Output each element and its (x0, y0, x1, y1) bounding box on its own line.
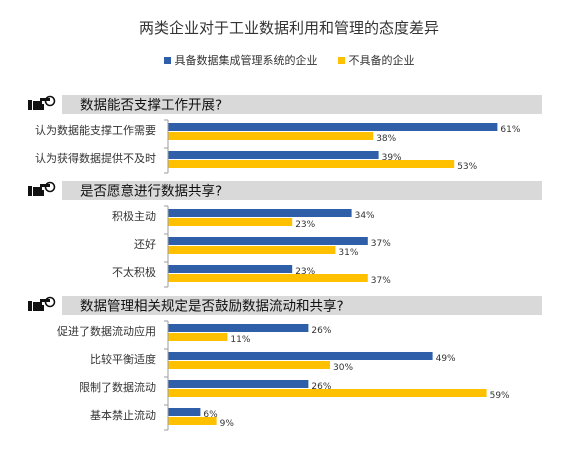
bar-without-system (168, 218, 293, 226)
category-row: 认为数据能支撑工作需要 61% 38% (35, 123, 521, 144)
section-title: 是否愿意进行数据共享? (80, 183, 222, 200)
legend: 具备数据集成管理系统的企业 不具备的企业 (0, 52, 578, 68)
bar-with-system (168, 380, 309, 388)
chart-section: 是否愿意进行数据共享? 积极主动 34% 23% 还好 37% 31% 不太积极 23% 37% (28, 181, 542, 288)
hand-tap-ring (44, 181, 56, 193)
value-label: 11% (230, 335, 250, 345)
value-label: 37% (371, 276, 391, 286)
value-label: 26% (311, 326, 331, 336)
value-label: 34% (355, 211, 375, 221)
category-row: 比较平衡适度 49% 30% (90, 352, 456, 373)
value-label: 6% (203, 410, 218, 420)
bar-without-system (168, 246, 336, 254)
category-label: 认为获得数据提供不及时 (35, 151, 156, 165)
value-label: 23% (295, 267, 315, 277)
bar-with-system (168, 265, 293, 273)
category-label: 比较平衡适度 (90, 352, 156, 366)
category-row: 认为获得数据提供不及时 39% 53% (35, 151, 478, 172)
bar-with-system (168, 123, 498, 131)
bar-without-system (168, 333, 228, 341)
bar-with-system (168, 408, 201, 416)
value-label: 61% (500, 125, 520, 135)
bar-with-system (168, 324, 309, 332)
legend-swatch-yellow (337, 56, 345, 64)
category-row: 基本禁止流动 6%9% (90, 408, 234, 429)
category-label: 促进了数据流动应用 (57, 324, 156, 338)
hand-cuff (28, 100, 32, 110)
category-row: 还好 37% 31% (134, 237, 391, 258)
chart-section: 数据能否支撑工作开展? 认为数据能支撑工作需要 61% 38% 认为获得数据提供不及时 3… (28, 95, 542, 174)
pointing-hand-icon (28, 95, 56, 110)
value-label: 9% (220, 419, 235, 429)
value-label: 37% (371, 239, 391, 249)
section-header-band (62, 95, 542, 114)
category-row: 积极主动 34% 23% (112, 209, 375, 230)
bar-without-system (168, 417, 217, 425)
pointing-hand-icon (28, 181, 56, 196)
section-header-band (62, 181, 542, 200)
category-label: 认为数据能支撑工作需要 (35, 123, 156, 137)
bar-without-system (168, 132, 374, 140)
bar-without-system (168, 160, 455, 168)
bar-without-system (168, 274, 368, 282)
category-row: 不太积极 23% 37% (112, 265, 391, 286)
bar-with-system (168, 352, 433, 360)
legend-label: 不具备的企业 (348, 54, 415, 67)
hand-tap-ring (44, 95, 56, 107)
value-label: 26% (311, 382, 331, 392)
section-header-band (62, 296, 542, 315)
value-label: 31% (338, 248, 358, 258)
legend-swatch-blue (163, 56, 171, 64)
category-label: 基本禁止流动 (90, 408, 156, 422)
category-label: 不太积极 (112, 265, 156, 279)
legend-label: 具备数据集成管理系统的企业 (174, 54, 318, 67)
pointing-hand-icon (28, 296, 56, 311)
value-label: 53% (457, 162, 477, 172)
chart-title: 两类企业对于工业数据利用和管理的态度差异 (138, 19, 439, 37)
bar-without-system (168, 389, 487, 397)
hand-cuff (28, 301, 32, 311)
section-title: 数据能否支撑工作开展? (80, 98, 222, 114)
bar-with-system (168, 237, 368, 245)
bar-without-system (168, 361, 330, 369)
bar-with-system (168, 151, 379, 159)
chart-section: 数据管理相关规定是否鼓励数据流动和共享? 促进了数据流动应用 26% 11% 比较平衡适… (28, 296, 542, 431)
value-label: 49% (436, 354, 456, 364)
bar-with-system (168, 209, 352, 217)
value-label: 39% (382, 153, 402, 163)
legend-item-with-system: 具备数据集成管理系统的企业 (163, 52, 318, 68)
category-label: 积极主动 (112, 209, 156, 223)
category-row: 促进了数据流动应用 26% 11% (57, 324, 332, 345)
hand-tap-ring (44, 296, 56, 308)
category-label: 还好 (134, 237, 156, 251)
legend-item-without-system: 不具备的企业 (337, 52, 415, 68)
category-row: 限制了数据流动 26% 59% (79, 380, 510, 401)
section-title: 数据管理相关规定是否鼓励数据流动和共享? (80, 298, 344, 315)
value-label: 30% (333, 363, 353, 373)
value-label: 23% (295, 220, 315, 230)
value-label: 38% (376, 134, 396, 144)
hand-cuff (28, 186, 32, 196)
category-label: 限制了数据流动 (79, 380, 156, 394)
value-label: 59% (490, 391, 510, 401)
